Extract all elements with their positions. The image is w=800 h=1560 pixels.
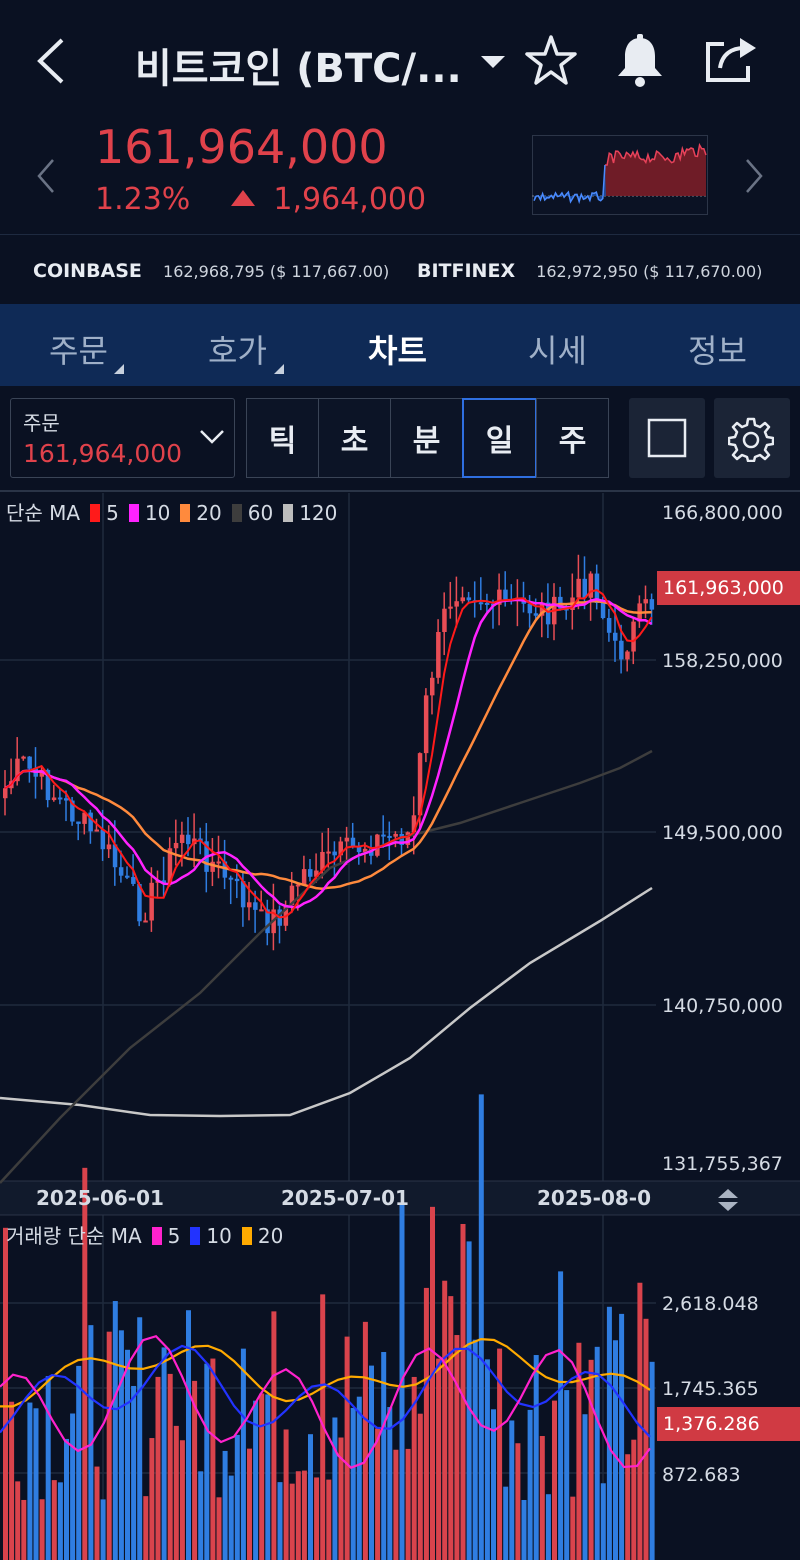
y-axis-label: 158,250,000 — [662, 650, 783, 672]
exchange-coinbase: COINBASE 162,968,795 ($ 117,667.00) — [33, 260, 389, 282]
chart-settings-button[interactable] — [714, 398, 790, 478]
current-price: 161,964,000 — [95, 120, 388, 174]
volume-y-label: 1,745.365 — [662, 1378, 759, 1400]
chevron-down-icon — [200, 430, 224, 444]
x-axis-label: 2025-07-01 — [281, 1186, 409, 1210]
y-axis-label: 131,755,367 — [662, 1153, 783, 1175]
legend-title: 단순 MA — [6, 501, 81, 525]
vma10-swatch — [190, 1227, 201, 1245]
tab-submenu-icon — [114, 364, 124, 374]
y-axis-label: 140,750,000 — [662, 995, 783, 1017]
volume-y-label: 872.683 — [662, 1464, 741, 1486]
exchange-value: 162,972,950 ($ 117,670.00) — [536, 262, 763, 281]
legend-vma20: 20 — [257, 1224, 284, 1248]
vma5-swatch — [151, 1227, 162, 1245]
gear-icon — [728, 417, 774, 462]
chart-toolbar: 주문 161,964,000 틱 초 분 일 주 — [0, 386, 800, 492]
ma120-swatch — [283, 504, 294, 522]
share-icon[interactable] — [704, 34, 758, 84]
ma60-swatch — [231, 504, 242, 522]
price-change: 1.23% 1,964,000 — [95, 182, 426, 217]
interval-day[interactable]: 일 — [462, 398, 537, 478]
ma20-swatch — [180, 504, 191, 522]
current-price-tag: 161,963,000 — [657, 571, 800, 605]
resize-handle-icon[interactable] — [716, 1188, 740, 1212]
star-icon[interactable] — [524, 34, 578, 88]
app-header: 비트코인 (BTC/... — [0, 0, 800, 120]
change-percent: 1.23% — [95, 182, 191, 217]
order-label: 주문 — [23, 411, 60, 435]
legend-ma5: 5 — [106, 501, 119, 525]
exchange-value: 162,968,795 ($ 117,667.00) — [163, 262, 390, 281]
order-value: 161,964,000 — [23, 439, 183, 468]
exchange-prices: COINBASE 162,968,795 ($ 117,667.00) BITF… — [0, 236, 800, 304]
y-axis-label: 166,800,000 — [662, 502, 783, 524]
vma20-swatch — [241, 1227, 252, 1245]
legend-ma120: 120 — [299, 501, 338, 525]
next-coin-icon[interactable] — [744, 158, 764, 194]
interval-minute[interactable]: 분 — [390, 398, 463, 478]
interval-second[interactable]: 초 — [318, 398, 391, 478]
volume-y-label: 2,618.048 — [662, 1293, 759, 1315]
x-axis-label: 2025-08-0 — [537, 1186, 652, 1210]
y-axis-label: 149,500,000 — [662, 822, 783, 844]
legend-title: 거래량 단순 MA — [6, 1224, 142, 1248]
price-ma-legend: 단순 MA 5 10 20 60 120 — [6, 497, 337, 526]
exchange-bitfinex: BITFINEX 162,972,950 ($ 117,670.00) — [417, 260, 762, 282]
interval-tick[interactable]: 틱 — [246, 398, 319, 478]
tab-market[interactable]: 시세 — [528, 332, 587, 370]
bell-icon[interactable] — [612, 32, 668, 88]
tab-orderbook[interactable]: 호가 — [208, 332, 267, 370]
ma10-swatch — [128, 504, 139, 522]
page-title[interactable]: 비트코인 (BTC/... — [135, 46, 462, 92]
mini-price-chart[interactable] — [532, 135, 708, 215]
legend-vma5: 5 — [167, 1224, 181, 1248]
prev-coin-icon[interactable] — [36, 158, 56, 194]
price-summary: 161,964,000 1.23% 1,964,000 — [0, 120, 800, 235]
change-amount: 1,964,000 — [273, 182, 427, 217]
up-triangle-icon — [230, 190, 255, 206]
fullscreen-button[interactable] — [629, 398, 705, 478]
order-price-select[interactable]: 주문 161,964,000 — [10, 398, 235, 478]
legend-ma60: 60 — [247, 501, 274, 525]
interval-week[interactable]: 주 — [536, 398, 609, 478]
tab-chart[interactable]: 차트 — [368, 332, 427, 370]
tab-info[interactable]: 정보 — [688, 332, 747, 370]
legend-vma10: 10 — [206, 1224, 232, 1248]
legend-ma10: 10 — [144, 501, 171, 525]
caret-down-icon[interactable] — [480, 54, 506, 70]
legend-ma20: 20 — [196, 501, 222, 525]
chart-area: 단순 MA 5 10 20 60 120 166,800,000 161,963,000 … — [0, 493, 800, 1560]
current-volume-tag: 1,376.286 — [657, 1407, 800, 1441]
ma5-swatch — [90, 504, 101, 522]
exchange-name: BITFINEX — [417, 260, 516, 282]
tab-submenu-icon — [274, 364, 284, 374]
chevron-left-icon[interactable] — [34, 36, 70, 86]
x-axis-label: 2025-06-01 — [36, 1186, 164, 1210]
square-icon — [647, 418, 687, 458]
tab-order[interactable]: 주문 — [49, 332, 108, 370]
candlestick-chart[interactable] — [0, 493, 800, 1560]
volume-ma-legend: 거래량 단순 MA 5 10 20 — [6, 1220, 283, 1249]
exchange-name: COINBASE — [33, 260, 142, 282]
main-tabs: 주문 호가 차트 시세 정보 — [0, 304, 800, 386]
